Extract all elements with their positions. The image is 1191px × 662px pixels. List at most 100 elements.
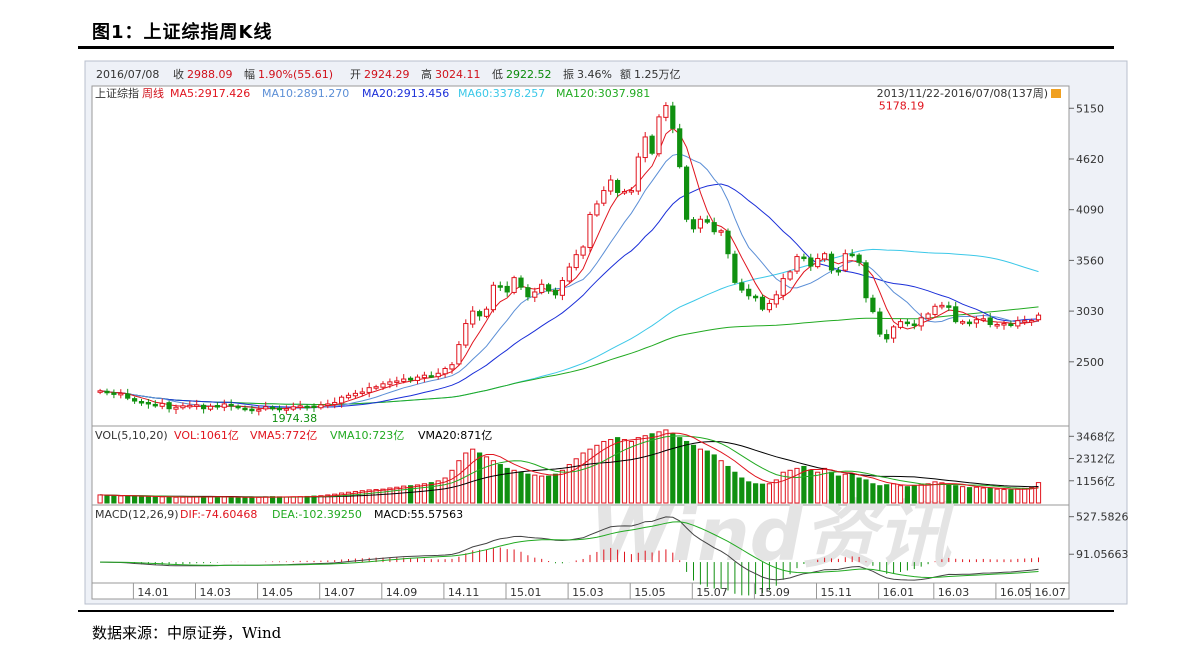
candle-body <box>525 287 531 298</box>
candle-body <box>649 135 655 154</box>
volume-bar <box>187 496 193 504</box>
volume-bar <box>159 496 165 504</box>
candle-body <box>332 401 338 405</box>
price-tick-label-3: 3560 <box>1076 254 1104 267</box>
volume-bar <box>463 452 469 504</box>
price-panel <box>91 85 1070 427</box>
volume-bar <box>297 496 303 504</box>
candle-body <box>111 392 117 395</box>
candle-body <box>297 405 303 408</box>
candle-body <box>925 313 931 319</box>
candle-body <box>835 269 841 273</box>
volume-bar <box>953 485 959 504</box>
vol-tick-label-0: 3468亿 <box>1076 430 1115 443</box>
candle-body <box>759 296 766 310</box>
candle-body <box>697 218 703 229</box>
info-label-0: 2016/07/08 <box>96 68 159 81</box>
volume-bar <box>339 492 345 504</box>
volume-bar <box>842 473 848 504</box>
candle-body <box>270 406 276 410</box>
x-tick-label-1: 14.03 <box>200 586 232 599</box>
candle-body <box>939 304 945 308</box>
volume-bar <box>1035 482 1042 504</box>
candle-body <box>980 318 986 321</box>
candle-body <box>394 380 400 383</box>
candle-body <box>932 305 938 315</box>
macd-tick-label-0: 527.5826 <box>1076 511 1129 524</box>
candle-body <box>725 230 731 255</box>
volume-bar <box>739 477 745 504</box>
volume-bar <box>621 439 628 504</box>
volume-bar <box>870 483 876 504</box>
candle-body <box>946 305 952 308</box>
volume-bar <box>690 444 697 504</box>
candle-body <box>891 326 897 339</box>
x-tick-label-13: 16.03 <box>938 586 970 599</box>
volume-bar <box>601 440 607 504</box>
candle-body <box>166 402 172 410</box>
candle-body <box>173 406 179 410</box>
volume-bar <box>580 452 586 504</box>
vol-legend-0: VOL:1061亿 <box>174 429 239 442</box>
volume-bar <box>759 483 766 504</box>
candle-body <box>249 408 255 412</box>
volume-bar <box>470 448 476 504</box>
candle-body <box>711 222 717 233</box>
price-tick-label-4: 3030 <box>1076 305 1104 318</box>
candle-body <box>1015 320 1021 327</box>
volume-bar <box>1029 487 1035 504</box>
candle-body <box>704 219 710 223</box>
candle-body <box>428 375 434 378</box>
candle-body <box>283 408 289 411</box>
volume-bar <box>946 484 952 504</box>
candle-body <box>870 297 876 313</box>
volume-bar <box>532 474 538 504</box>
volume-bar <box>145 496 152 504</box>
ma10-line <box>100 153 1039 409</box>
x-tick-label-2: 14.05 <box>262 586 294 599</box>
volume-bar <box>877 485 883 504</box>
volume-bar <box>104 494 110 504</box>
candle-body <box>801 256 807 260</box>
volume-bar <box>394 486 400 504</box>
candle-body <box>125 393 131 399</box>
x-tick-label-8: 15.05 <box>634 586 666 599</box>
range-label: 2013/11/22-2016/07/08(137周) <box>877 87 1048 100</box>
x-tick-label-11: 15.11 <box>821 586 853 599</box>
candle-body <box>463 323 469 346</box>
volume-bar <box>152 496 158 504</box>
candle-body <box>194 404 200 407</box>
info-value-1: 2988.09 <box>187 68 233 81</box>
candle-body <box>201 404 207 410</box>
figure-title: 图1：上证综指周K线 <box>92 22 273 43</box>
candle-body <box>532 291 538 298</box>
volume-bar <box>960 486 966 504</box>
candle-body <box>552 289 559 296</box>
volume-bar <box>511 469 517 504</box>
candle-body <box>414 376 421 381</box>
candle-body <box>1029 319 1035 323</box>
info-value-5: 2922.52 <box>506 68 552 81</box>
candle-body <box>104 390 110 394</box>
candle-body <box>718 230 724 233</box>
annotation-0: 5178.19 <box>879 100 925 113</box>
candle-body <box>325 403 331 406</box>
candle-body <box>421 374 427 379</box>
title-rule <box>78 46 1114 49</box>
candle-body <box>1035 314 1042 321</box>
volume-bar <box>290 496 296 504</box>
vol-tick-label-1: 2312亿 <box>1076 453 1115 466</box>
vol-legend-3: VMA20:871亿 <box>418 429 492 442</box>
macd-panel <box>91 504 1070 584</box>
volume-bar <box>111 495 117 504</box>
volume-bar <box>925 483 931 504</box>
volume-bar <box>635 437 641 504</box>
x-tick-label-4: 14.09 <box>386 586 418 599</box>
volume-bar <box>670 433 676 504</box>
candle-body <box>911 323 917 327</box>
candle-body <box>366 387 372 393</box>
volume-bar <box>697 448 703 504</box>
candle-body <box>304 405 310 409</box>
vol-tick-label-2: 1156亿 <box>1076 475 1115 488</box>
x-axis-strip <box>91 582 1070 600</box>
